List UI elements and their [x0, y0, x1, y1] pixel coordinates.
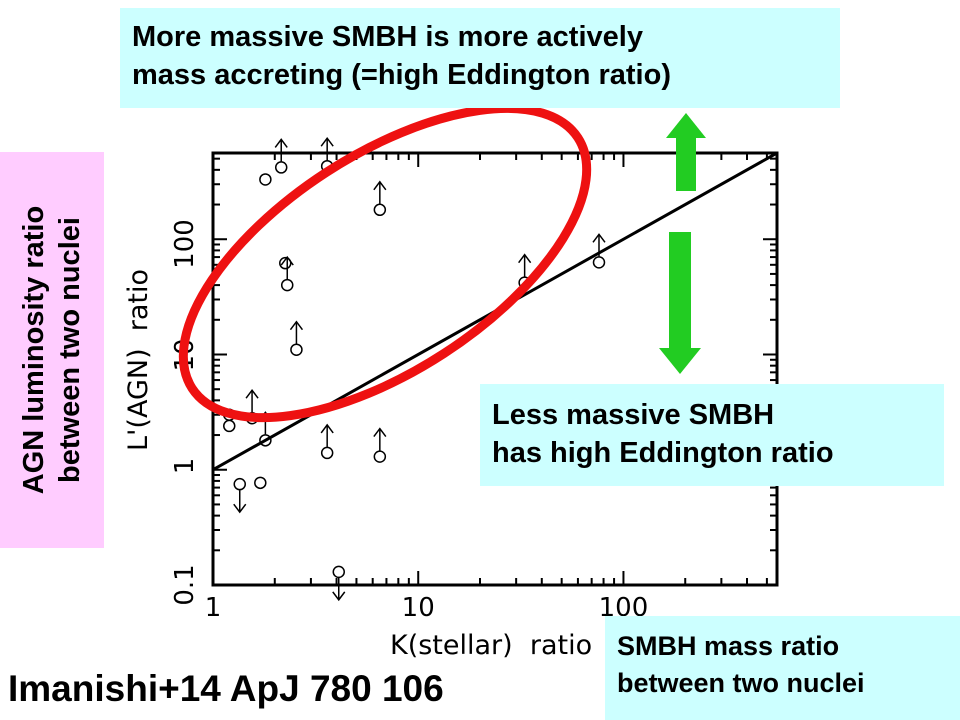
annotation-massive-smbh: More massive SMBH is more actively mass … [120, 8, 840, 108]
y-tick-label: 0.1 [170, 564, 200, 605]
data-point [332, 565, 346, 602]
data-point [223, 419, 236, 433]
up-arrow [666, 113, 706, 191]
x-axis-label: K(stellar) ratio [390, 630, 592, 661]
data-point [279, 256, 292, 270]
plot-frame [211, 151, 779, 587]
down-arrow [659, 232, 701, 374]
data-point [254, 476, 267, 490]
x-tick-label: 1 [205, 593, 222, 623]
citation: Imanishi+14 ApJ 780 106 [8, 668, 444, 709]
axis-ticks [212, 153, 777, 586]
data-point [320, 423, 334, 460]
y-axis-label: L'(AGN) ratio [123, 269, 154, 451]
annotation-agn-luminosity-text: AGN luminosity ratio between two nuclei [18, 205, 86, 495]
y-tick-label: 1 [170, 458, 200, 475]
annotation-smbh-mass-ratio: SMBH mass ratio between two nuclei [605, 616, 960, 720]
data-point [233, 477, 247, 514]
data-point [259, 173, 272, 186]
annotation-agn-luminosity-ratio: AGN luminosity ratio between two nuclei [0, 152, 104, 548]
data-point [274, 138, 288, 174]
data-point [280, 255, 294, 292]
y-tick-label: 100 [170, 219, 200, 269]
data-point [289, 320, 304, 356]
annotation-less-massive-smbh: Less massive SMBH has high Eddington rat… [480, 384, 944, 486]
highlight-ellipse [178, 103, 592, 423]
data-point [373, 427, 387, 463]
data-point [373, 180, 387, 217]
x-tick-label: 10 [402, 593, 435, 623]
